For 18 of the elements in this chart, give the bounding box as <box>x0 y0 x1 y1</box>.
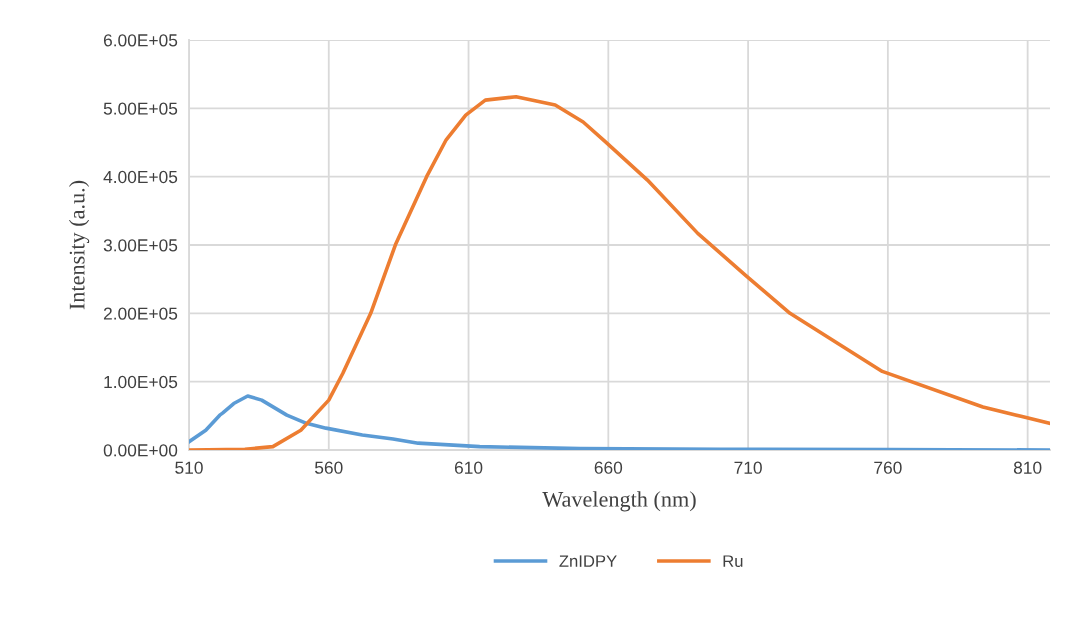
y-axis-title: Intensity (a.u.) <box>68 180 90 310</box>
x-tick-label: 560 <box>314 461 343 474</box>
legend-label: Ru <box>723 555 743 568</box>
x-tick-label: 660 <box>594 461 623 474</box>
x-axis-title: Wavelength (nm) <box>542 491 696 512</box>
y-tick-label: 2.00E+05 <box>103 307 178 320</box>
y-tick-label: 5.00E+05 <box>103 102 178 115</box>
legend-label: ZnIDPY <box>559 555 617 567</box>
y-tick-label: 1.00E+05 <box>104 375 178 389</box>
y-tick-label: 0.00E+00 <box>103 444 178 457</box>
x-tick-label: 710 <box>734 461 762 474</box>
y-tick-label: 3.00E+05 <box>103 239 178 252</box>
y-tick-label: 4.00E+05 <box>103 170 178 184</box>
x-tick-label: 510 <box>175 461 203 474</box>
y-tick-label: 6.00E+05 <box>103 34 178 47</box>
x-tick-label: 810 <box>1013 461 1042 474</box>
x-tick-label: 610 <box>454 461 483 474</box>
x-tick-label: 760 <box>874 461 902 474</box>
